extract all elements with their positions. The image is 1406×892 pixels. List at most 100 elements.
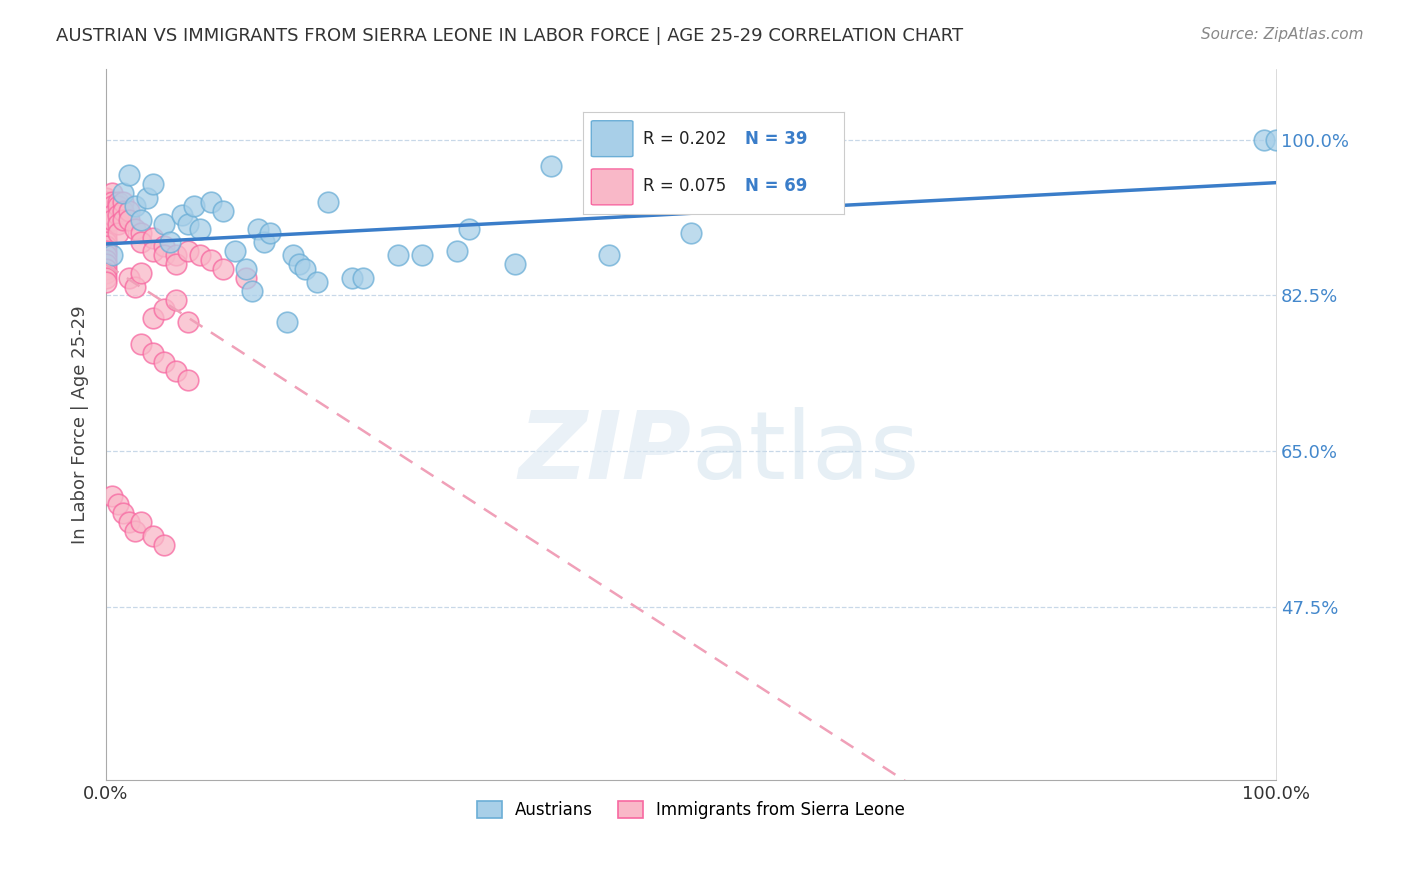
Point [253, 235, 276, 249]
Point [281, 248, 304, 262]
Point [129, 235, 152, 249]
Point [679, 226, 702, 240]
Text: atlas: atlas [690, 407, 920, 499]
Point [411, 248, 433, 262]
Point [288, 257, 311, 271]
Point [153, 239, 176, 253]
Point [177, 217, 200, 231]
Point [1265, 133, 1288, 147]
Point [94, 248, 117, 262]
Point [124, 199, 146, 213]
Text: R = 0.075: R = 0.075 [644, 178, 727, 195]
Point [129, 226, 152, 240]
Point [112, 186, 135, 200]
Point [94, 217, 117, 231]
Point [94, 230, 117, 244]
Point [224, 244, 246, 258]
FancyBboxPatch shape [592, 169, 633, 205]
Point [200, 252, 222, 267]
Point [188, 221, 211, 235]
Point [94, 257, 117, 271]
Point [305, 275, 328, 289]
Point [118, 212, 141, 227]
Point [100, 248, 122, 262]
Point [94, 266, 117, 280]
Y-axis label: In Labor Force | Age 25-29: In Labor Force | Age 25-29 [72, 305, 89, 544]
Point [94, 190, 117, 204]
Point [165, 293, 187, 307]
Point [259, 226, 281, 240]
Point [94, 261, 117, 276]
Point [165, 248, 187, 262]
Point [212, 261, 235, 276]
Point [142, 177, 165, 191]
Point [94, 275, 117, 289]
Point [294, 261, 316, 276]
Point [200, 194, 222, 209]
Point [118, 169, 141, 183]
FancyBboxPatch shape [592, 120, 633, 157]
Point [235, 270, 257, 285]
Text: N = 39: N = 39 [745, 130, 807, 148]
Point [112, 212, 135, 227]
Point [107, 217, 129, 231]
Point [247, 221, 270, 235]
Point [107, 208, 129, 222]
Point [94, 221, 117, 235]
Point [94, 244, 117, 258]
Point [183, 199, 205, 213]
Point [94, 270, 117, 285]
Point [153, 537, 176, 551]
Point [165, 257, 187, 271]
Point [112, 203, 135, 218]
Point [129, 212, 152, 227]
Point [100, 208, 122, 222]
Point [112, 194, 135, 209]
Point [100, 199, 122, 213]
Point [188, 248, 211, 262]
Point [94, 208, 117, 222]
Point [94, 252, 117, 267]
Point [94, 226, 117, 240]
Point [142, 230, 165, 244]
Point [153, 248, 176, 262]
Legend: Austrians, Immigrants from Sierra Leone: Austrians, Immigrants from Sierra Leone [470, 794, 912, 825]
Point [142, 346, 165, 360]
Point [316, 194, 339, 209]
Point [94, 212, 117, 227]
Point [124, 221, 146, 235]
Text: AUSTRIAN VS IMMIGRANTS FROM SIERRA LEONE IN LABOR FORCE | AGE 25-29 CORRELATION : AUSTRIAN VS IMMIGRANTS FROM SIERRA LEONE… [56, 27, 963, 45]
Point [170, 208, 193, 222]
Point [107, 498, 129, 512]
Point [118, 203, 141, 218]
Point [340, 270, 363, 285]
Point [94, 235, 117, 249]
Text: Source: ZipAtlas.com: Source: ZipAtlas.com [1201, 27, 1364, 42]
Point [135, 190, 157, 204]
Text: ZIP: ZIP [517, 407, 690, 499]
Point [276, 315, 298, 329]
Point [446, 244, 468, 258]
Point [177, 244, 200, 258]
Point [505, 257, 527, 271]
Point [94, 199, 117, 213]
Text: N = 69: N = 69 [745, 178, 807, 195]
Point [129, 516, 152, 530]
Point [153, 217, 176, 231]
Point [142, 528, 165, 542]
Point [129, 337, 152, 351]
Point [212, 203, 235, 218]
Point [100, 194, 122, 209]
Point [1253, 133, 1275, 147]
Point [107, 194, 129, 209]
Point [598, 248, 620, 262]
Point [100, 186, 122, 200]
Point [124, 279, 146, 293]
Point [100, 212, 122, 227]
Point [94, 239, 117, 253]
Point [457, 221, 479, 235]
Point [165, 364, 187, 378]
Point [142, 310, 165, 325]
Point [94, 203, 117, 218]
Point [177, 315, 200, 329]
